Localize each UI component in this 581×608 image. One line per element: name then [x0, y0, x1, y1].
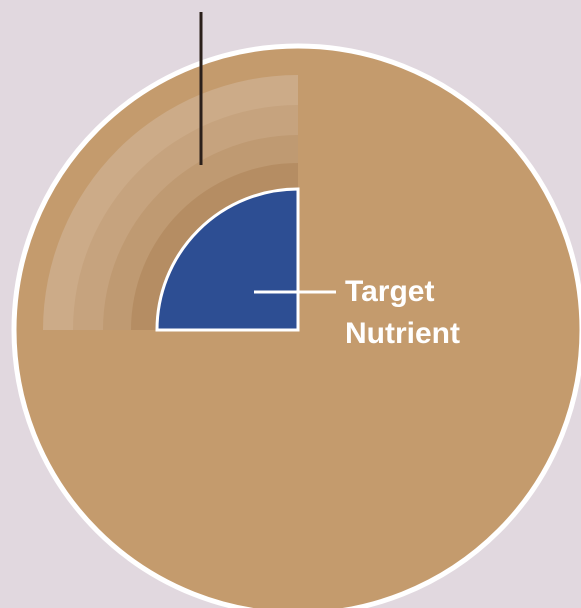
target-sector: [155, 187, 300, 332]
label: Nutrient: [345, 317, 460, 350]
label: Target: [345, 275, 434, 308]
